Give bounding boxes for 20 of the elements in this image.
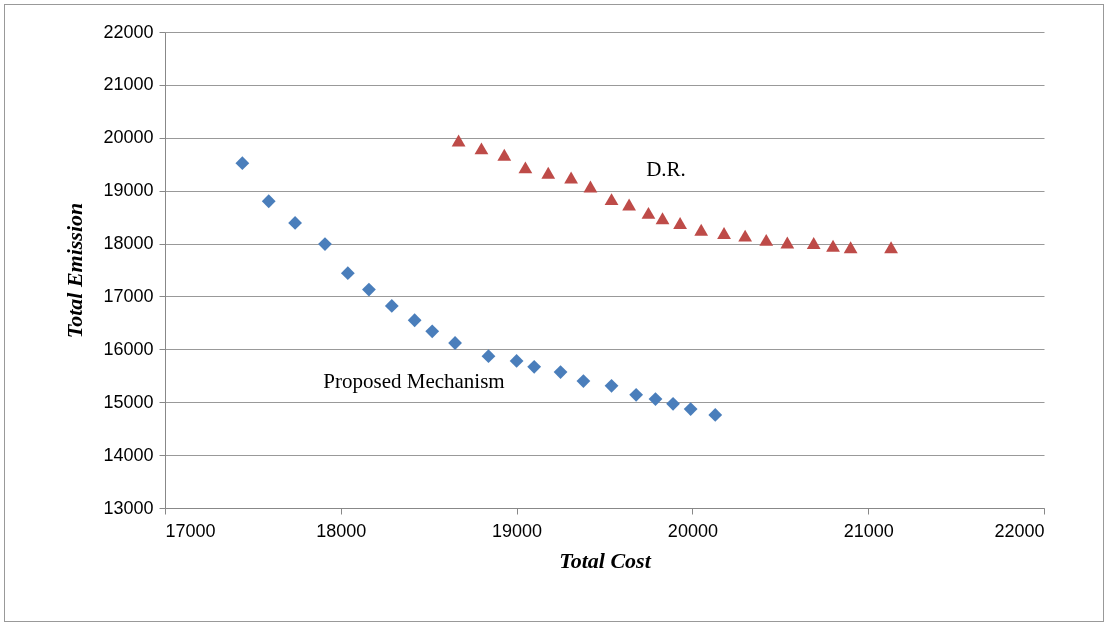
- x-tick-label: 18000: [316, 520, 367, 541]
- y-tick-label: 14000: [103, 444, 154, 465]
- y-axis-title: Total Emission: [62, 202, 88, 339]
- y-tick-label: 18000: [103, 233, 154, 254]
- x-tick-label: 20000: [667, 520, 718, 541]
- series-label: Proposed Mechanism: [323, 369, 505, 393]
- y-tick-label: 22000: [103, 21, 154, 42]
- x-tick-label: 17000: [165, 520, 216, 541]
- y-tick-label: 13000: [103, 497, 154, 518]
- y-tick-label: 17000: [103, 285, 154, 306]
- x-tick-label: 19000: [492, 520, 543, 541]
- y-tick-label: 19000: [103, 180, 154, 201]
- y-tick-label: 21000: [103, 74, 154, 95]
- y-tick-label: 16000: [103, 338, 154, 359]
- series-label: D.R.: [646, 157, 686, 181]
- x-tick-label: 21000: [843, 520, 894, 541]
- x-tick-label: 22000: [994, 520, 1045, 541]
- y-tick-label: 15000: [103, 391, 154, 412]
- x-axis-title: Total Cost: [559, 547, 652, 573]
- y-tick-label: 20000: [103, 127, 154, 148]
